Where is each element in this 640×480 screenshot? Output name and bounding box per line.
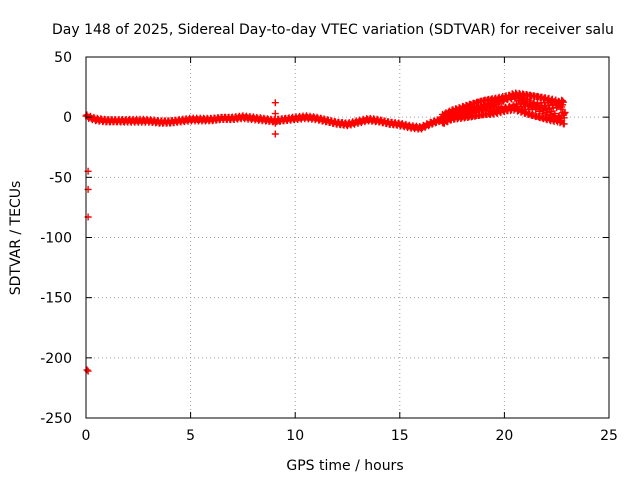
x-axis-label: GPS time / hours	[286, 458, 403, 474]
x-tick-label: 10	[286, 428, 304, 444]
x-tick-label: 5	[186, 428, 195, 444]
axis-ticks: 0 5 10 15 20 25 50 0 -50 -100 -150 -200 -250	[40, 50, 618, 444]
y-axis-label: SDTVAR / TECUs	[8, 181, 24, 296]
data-point	[559, 98, 567, 106]
data-point	[271, 110, 279, 118]
chart-title: Day 148 of 2025, Sidereal Day-to-day VTE…	[52, 22, 614, 38]
y-tick-label: -100	[40, 231, 72, 247]
data-point	[271, 119, 279, 127]
data-point	[551, 110, 559, 118]
data-points	[82, 89, 569, 375]
data-point	[560, 120, 568, 128]
x-tick-label: 0	[82, 428, 91, 444]
data-point	[271, 99, 279, 107]
y-tick-label: 0	[63, 110, 72, 126]
y-tick-label: -250	[40, 411, 72, 427]
y-tick-label: -150	[40, 291, 72, 307]
y-tick-label: -200	[40, 351, 72, 367]
data-point	[271, 130, 279, 138]
data-point	[523, 95, 531, 103]
grid-lines	[86, 57, 609, 418]
y-tick-label: -50	[49, 170, 72, 186]
data-point	[83, 366, 91, 374]
y-tick-label: 50	[54, 50, 72, 66]
data-point	[560, 114, 568, 122]
x-tick-label: 25	[600, 428, 618, 444]
x-tick-label: 15	[391, 428, 409, 444]
data-point	[561, 108, 569, 116]
x-tick-label: 20	[495, 428, 513, 444]
